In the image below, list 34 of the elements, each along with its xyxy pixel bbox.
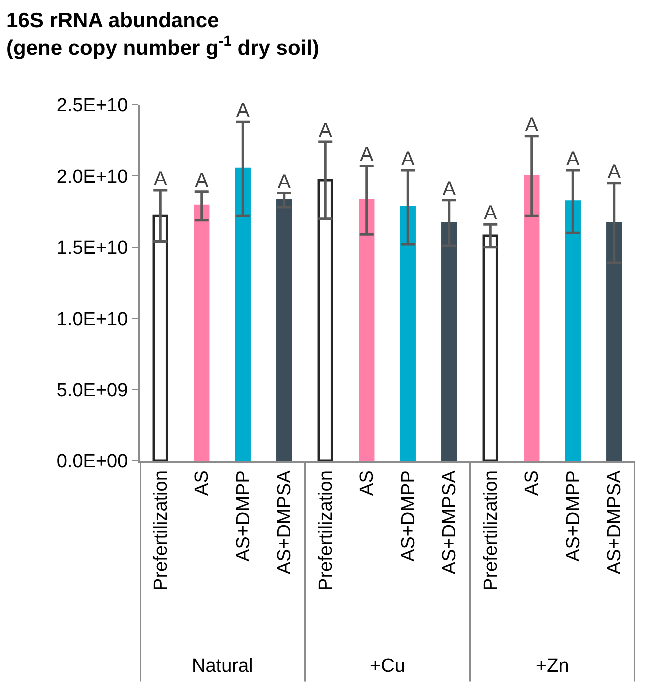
x-tick-label: AS+DMPP [398,470,420,562]
x-tick-label: Prefertilization [480,470,502,591]
y-tick-label: 0.0E+00 [56,452,128,473]
text: Natural [192,656,254,677]
data-label: A [525,114,540,136]
data-label: A [484,202,498,225]
data-label: A [318,120,333,142]
y-tick-label: 1.5E+10 [56,238,128,260]
x-tick-label: AS [192,470,214,496]
data-label: A [195,170,210,192]
x-tick-label: AS+DMPSA [604,470,626,575]
y-tick-label: 2.0E+10 [56,166,128,188]
data-label: A [360,144,374,166]
text: +Cu [370,656,406,677]
data-label: A [608,161,622,184]
x-tick-label: AS+DMPP [563,470,584,562]
data-label: A [236,100,250,122]
x-tick-label: AS [522,470,544,496]
x-tick-label: AS+DMPSA [440,470,461,575]
data-label: A [154,168,168,190]
x-tick-label: AS [357,470,378,496]
x-tick-label: Prefertilization [316,470,337,591]
y-tick-label: 5.0E+09 [56,380,128,402]
x-tick-label: AS+DMPSA [274,470,296,575]
y-tick-label: 1.0E+10 [56,309,128,330]
data-label: A [442,178,457,200]
text: +Zn [536,656,570,677]
x-tick-label: AS+DMPP [233,470,254,562]
data-label: A [566,148,580,170]
chart-title: 16S rRNA abundance (gene copy number g$^{-1}$ dry soil) [6,9,320,60]
y-tick-label: 2.5E+10 [56,96,128,117]
data-label: A [401,148,416,170]
x-tick-label: Prefertilization [150,470,172,591]
data-label: A [278,171,292,194]
